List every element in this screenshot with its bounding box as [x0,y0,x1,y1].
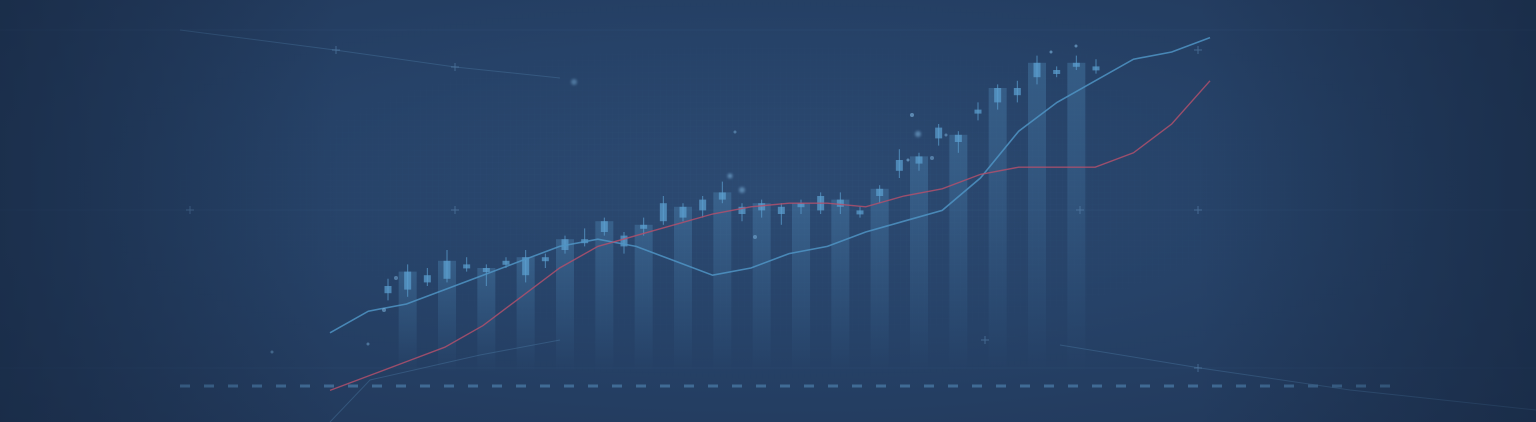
glow-column [792,203,810,372]
candle-body [443,260,451,279]
glow-column [752,203,771,372]
candle-body [482,268,490,272]
candle-body [895,160,903,171]
glow-column [910,156,928,372]
candle-body [699,199,707,211]
candle-body [1053,70,1061,74]
candle-body [1033,62,1041,78]
candle-body [541,257,549,262]
candle-body [1013,88,1021,96]
candle-body [1072,62,1080,67]
candle-body [640,224,648,229]
glow-column [831,199,850,372]
candle-body [836,199,844,207]
candle-body [777,206,785,214]
candle-body [915,156,923,164]
candle-body [463,264,471,269]
glow-column [1028,62,1046,373]
candle-body [718,192,726,200]
candle-body [935,127,943,139]
candle-body [423,275,431,283]
glow-column [595,221,614,372]
candle-body [974,109,982,114]
glow-column [556,239,574,372]
candle-body [1092,66,1100,71]
candle-body [758,203,766,211]
glow-column [949,134,968,372]
glow-column [988,88,1007,372]
candle-body [384,286,392,294]
candle-body [856,210,864,215]
glow-column [1067,62,1086,373]
glow-column [674,206,692,372]
candle-body [954,134,962,142]
candle-body [994,88,1002,103]
candle-body [876,188,884,196]
candle-body [600,221,608,232]
glow-column [870,188,889,372]
glow-column [713,192,732,372]
candle-body [679,206,687,218]
candle-body [659,203,667,222]
candle-body [502,260,510,265]
candle-body [404,271,412,290]
